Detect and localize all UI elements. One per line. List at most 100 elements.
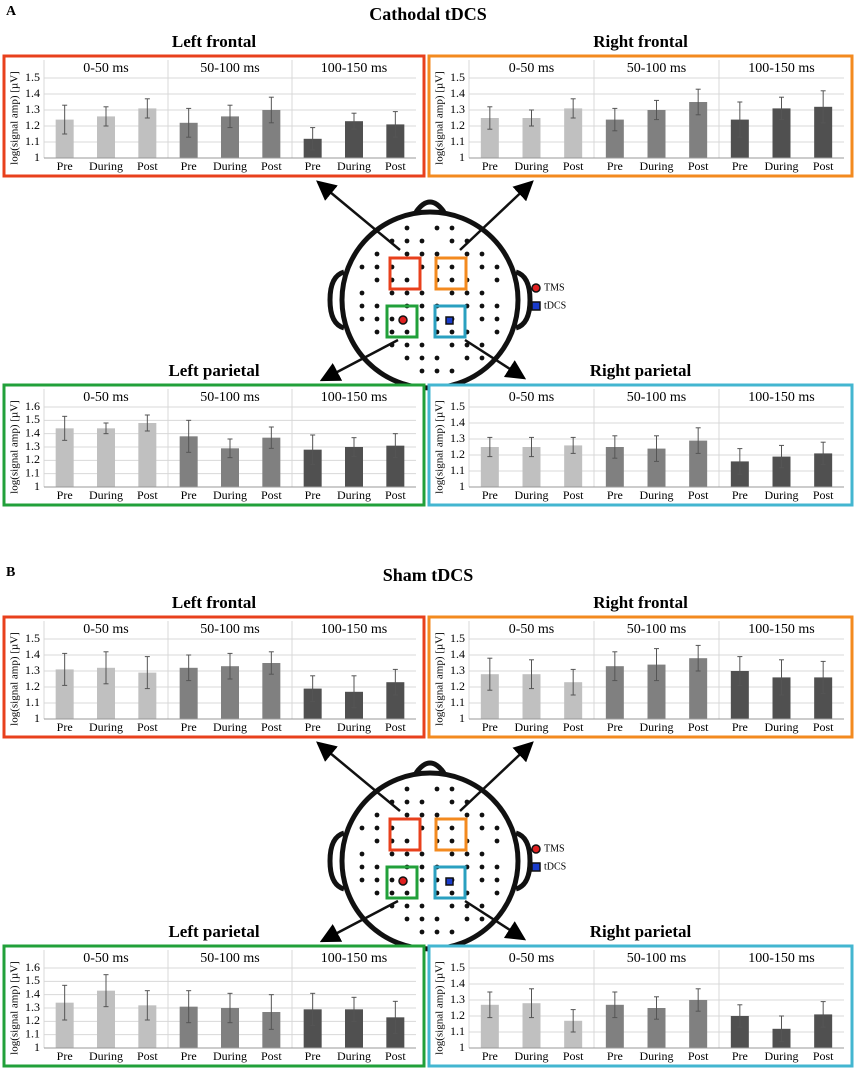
arrow (459, 741, 534, 812)
y-axis-label: log(signal amp) [µV] (9, 961, 21, 1055)
electrode (419, 864, 425, 870)
electrode (449, 929, 455, 935)
electrode (494, 838, 500, 844)
bar (138, 108, 157, 158)
electrode (359, 864, 365, 870)
window-title: 50-100 ms (627, 951, 687, 966)
panel-title: Cathodal tDCS (369, 4, 487, 24)
head (339, 209, 521, 391)
bar (647, 1008, 666, 1048)
legend-tms-marker (531, 844, 541, 854)
electrode (404, 916, 410, 922)
x-tick-label: Post (813, 488, 834, 502)
electrode (464, 903, 470, 909)
x-tick-label: Pre (482, 488, 498, 502)
x-tick-label: Pre (482, 720, 498, 734)
arrow (464, 899, 527, 941)
bar (814, 453, 833, 487)
electrode (404, 903, 410, 909)
electrode (404, 290, 410, 296)
y-tick-label: 1.3 (450, 102, 465, 116)
y-tick-label: 1.2 (450, 679, 465, 693)
x-tick-label: Post (385, 1049, 406, 1063)
region-box (385, 304, 419, 339)
x-tick-label: Pre (57, 720, 73, 734)
electrode (404, 851, 410, 857)
y-tick-label: 1.2 (25, 452, 40, 466)
x-tick-label: Pre (305, 720, 321, 734)
legend-tms: TMS (544, 843, 565, 854)
x-tick-label: Pre (181, 720, 197, 734)
electrode (389, 890, 395, 896)
bar (605, 447, 624, 487)
y-tick-label: 1.3 (450, 663, 465, 677)
x-tick-label: During (89, 720, 123, 734)
electrode (389, 851, 395, 857)
electrode (419, 877, 425, 883)
x-tick-label: Post (563, 720, 584, 734)
y-tick-label: 1 (34, 479, 40, 493)
bar (138, 1005, 157, 1048)
electrode (404, 786, 410, 792)
bar (522, 674, 541, 719)
x-tick-label: During (515, 159, 549, 173)
electrode (359, 290, 365, 296)
electrode (434, 929, 440, 935)
region-title: Right parietal (590, 361, 692, 380)
window-title: 100-150 ms (321, 622, 388, 637)
electrode (419, 903, 425, 909)
electrode (419, 238, 425, 244)
electrode (374, 316, 380, 322)
electrode (479, 877, 485, 883)
window-title: 100-150 ms (748, 951, 815, 966)
y-tick-label: 1.1 (450, 463, 465, 477)
window-title: 0-50 ms (83, 390, 129, 405)
bar (480, 1004, 499, 1048)
electrode (359, 316, 365, 322)
x-tick-label: Post (137, 159, 158, 173)
window-title: 0-50 ms (509, 61, 555, 76)
x-tick-label: Post (385, 720, 406, 734)
y-tick-label: 1.5 (450, 631, 465, 645)
bar (179, 1006, 198, 1048)
electrode (479, 303, 485, 309)
electrode (374, 838, 380, 844)
x-tick-label: Pre (482, 1049, 498, 1063)
window-title: 100-150 ms (321, 390, 388, 405)
electrode (419, 812, 425, 818)
x-tick-label: During (765, 488, 799, 502)
region-box (434, 817, 468, 852)
x-tick-label: Post (563, 159, 584, 173)
x-tick-label: Post (563, 488, 584, 502)
x-tick-label: During (213, 159, 247, 173)
y-tick-label: 1.1 (25, 134, 40, 148)
x-tick-label: During (765, 1049, 799, 1063)
electrode (374, 877, 380, 883)
window-title: 0-50 ms (509, 951, 555, 966)
y-tick-label: 1.4 (450, 415, 465, 429)
y-tick-label: 1.3 (25, 663, 40, 677)
electrode (479, 316, 485, 322)
electrode (494, 329, 500, 335)
bar (605, 119, 624, 158)
x-tick-label: Pre (181, 488, 197, 502)
electrode (449, 825, 455, 831)
bar (345, 1009, 363, 1048)
electrode (494, 825, 500, 831)
electrode (374, 890, 380, 896)
window-title: 100-150 ms (748, 622, 815, 637)
bar (564, 108, 583, 158)
region-title: Left parietal (168, 361, 259, 380)
electrode (434, 368, 440, 374)
bar (522, 447, 541, 487)
bar (97, 990, 115, 1048)
x-tick-label: Post (261, 488, 282, 502)
x-tick-label: Post (137, 488, 158, 502)
y-tick-label: 1.5 (450, 960, 465, 974)
x-tick-label: Pre (732, 720, 748, 734)
electrode (419, 316, 425, 322)
bar (814, 106, 833, 158)
bar (303, 1009, 322, 1048)
electrode (464, 916, 470, 922)
